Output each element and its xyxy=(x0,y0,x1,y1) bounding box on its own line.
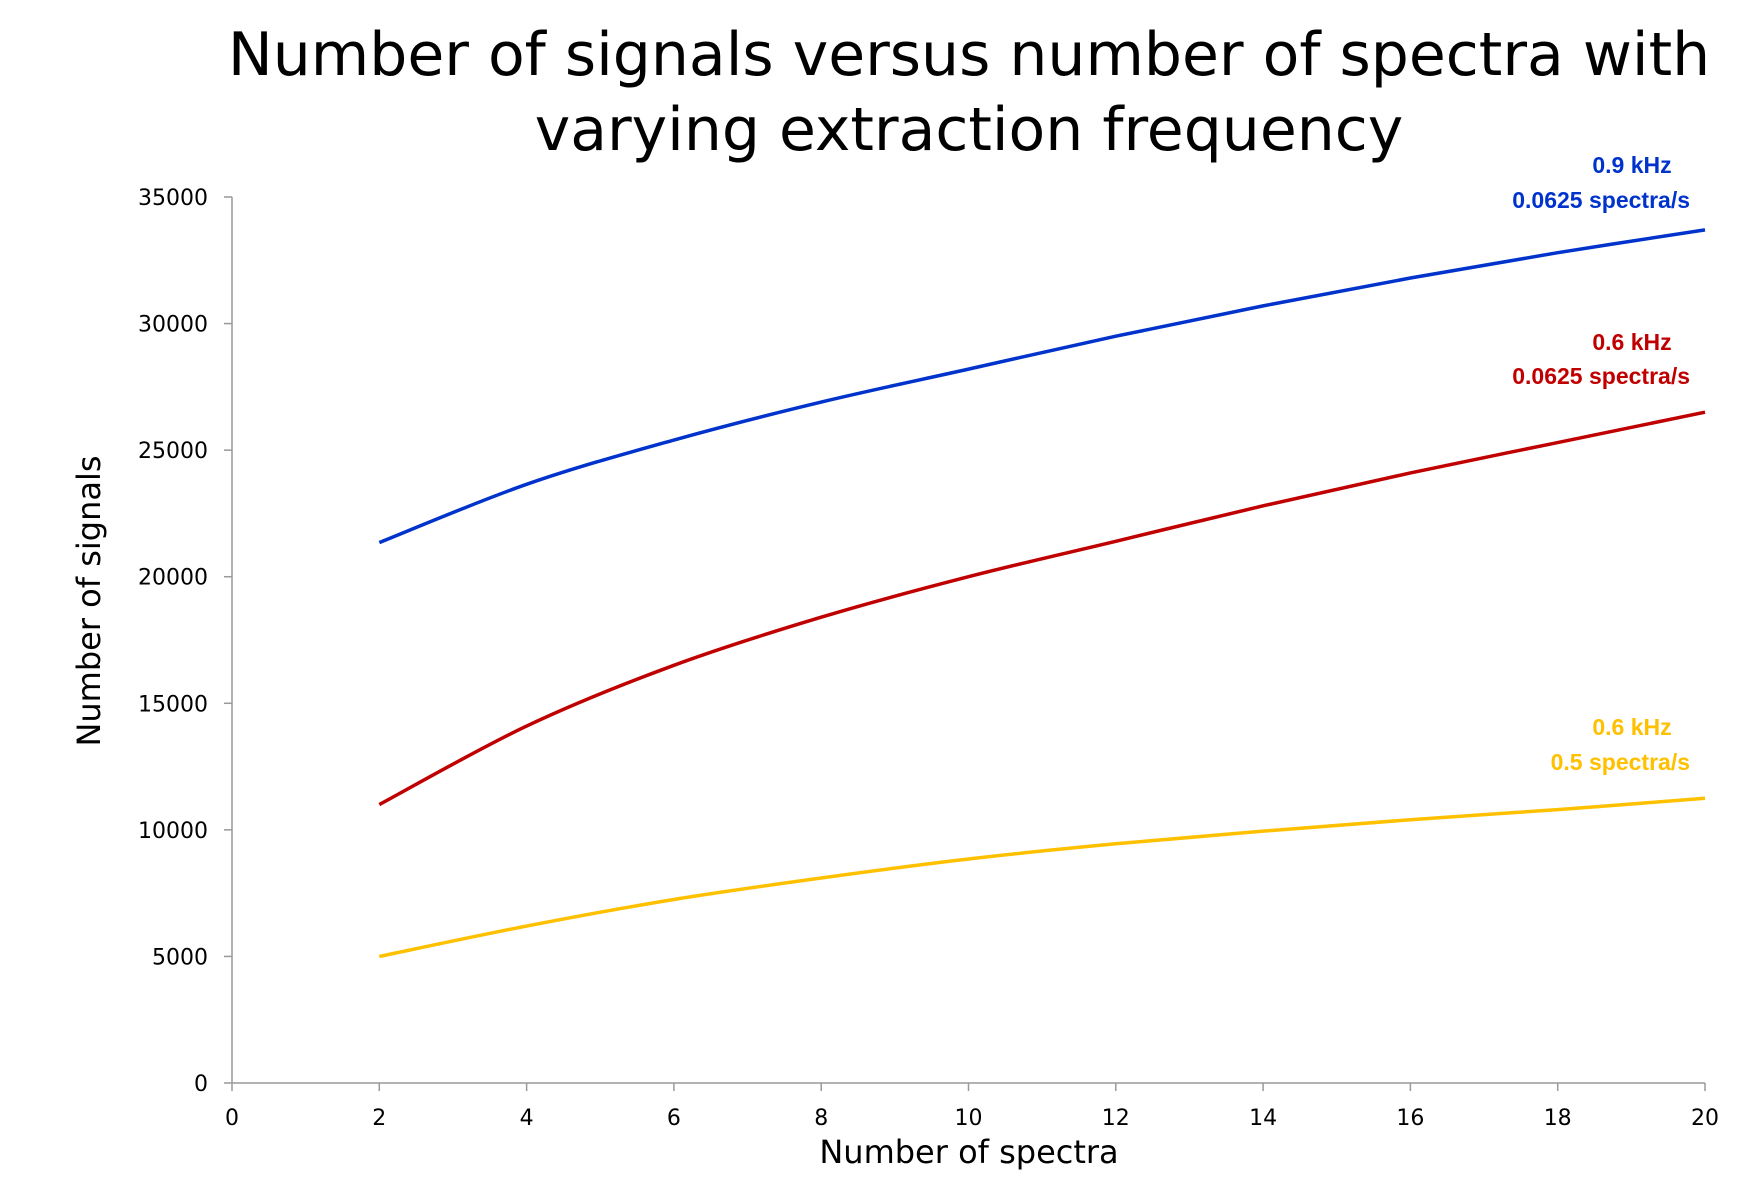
series-label: 0.0625 spectra/s xyxy=(1512,187,1690,213)
y-tick-label: 10000 xyxy=(138,819,208,844)
y-tick-label: 30000 xyxy=(138,313,208,338)
y-tick-label: 5000 xyxy=(152,945,208,970)
x-tick-label: 8 xyxy=(814,1106,828,1131)
series-line xyxy=(378,796,1706,959)
x-tick-label: 16 xyxy=(1396,1106,1424,1131)
series-label: 0.6 kHz xyxy=(1592,714,1671,740)
x-tick-label: 0 xyxy=(225,1106,239,1131)
y-tick-label: 20000 xyxy=(138,566,208,591)
x-tick-label: 6 xyxy=(667,1106,681,1131)
y-tick-label: 15000 xyxy=(138,692,208,717)
series-label: 0.0625 spectra/s xyxy=(1512,363,1690,389)
y-tick-label: 0 xyxy=(194,1072,208,1097)
series-label: 0.9 kHz xyxy=(1592,152,1671,178)
x-tick-label: 12 xyxy=(1102,1106,1130,1131)
x-tick-label: 18 xyxy=(1544,1106,1572,1131)
x-tick-label: 20 xyxy=(1691,1106,1719,1131)
y-tick-label: 25000 xyxy=(138,439,208,464)
x-tick-label: 10 xyxy=(955,1106,983,1131)
series-label: 0.5 spectra/s xyxy=(1551,749,1690,775)
y-axis-title: Number of signals xyxy=(70,455,108,746)
x-tick-label: 14 xyxy=(1249,1106,1277,1131)
x-tick-label: 4 xyxy=(520,1106,534,1131)
series-label: 0.6 kHz xyxy=(1592,329,1671,355)
chart-title: Number of signals versus number of spect… xyxy=(227,20,1711,165)
series-line xyxy=(378,410,1706,807)
series-line xyxy=(378,228,1706,545)
y-tick-label: 35000 xyxy=(138,186,208,211)
x-tick-label: 2 xyxy=(372,1106,386,1131)
x-axis-title: Number of spectra xyxy=(819,1133,1118,1171)
